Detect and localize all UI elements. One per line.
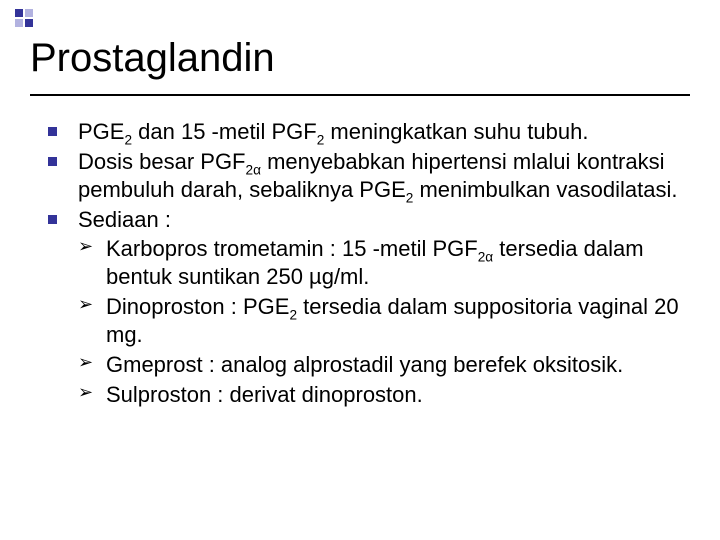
sub-bullet-text: Sulproston : derivat dinoproston.: [106, 382, 423, 407]
accent-squares: [15, 9, 33, 27]
accent-sq: [25, 19, 33, 27]
sub-bullet-item: Karbopros trometamin : 15 -metil PGF2α t…: [78, 235, 688, 291]
bullet-text: Sediaan :: [78, 207, 171, 232]
sub-bullet-text: Gmeprost : analog alprostadil yang beref…: [106, 352, 623, 377]
sub-bullet-item: Dinoproston : PGE2 tersedia dalam suppos…: [78, 293, 688, 349]
slide-title: Prostaglandin: [30, 36, 275, 81]
slide-body: PGE2 dan 15 -metil PGF2 meningkatkan suh…: [48, 118, 688, 412]
bullet-text: PGE2 dan 15 -metil PGF2 meningkatkan suh…: [78, 119, 588, 144]
bullet-item: Sediaan : Karbopros trometamin : 15 -meti…: [48, 206, 688, 409]
bullet-item: Dosis besar PGF2α menyebabkan hipertensi…: [48, 148, 688, 204]
accent-sq: [25, 9, 33, 17]
sub-bullet-item: Sulproston : derivat dinoproston.: [78, 381, 688, 409]
title-divider: [30, 94, 690, 96]
sub-bullet-text: Karbopros trometamin : 15 -metil PGF2α t…: [106, 236, 644, 289]
accent-sq: [15, 9, 23, 17]
bullet-text: Dosis besar PGF2α menyebabkan hipertensi…: [78, 149, 677, 202]
sub-bullet-item: Gmeprost : analog alprostadil yang beref…: [78, 351, 688, 379]
accent-sq: [15, 19, 23, 27]
sub-bullet-text: Dinoproston : PGE2 tersedia dalam suppos…: [106, 294, 679, 347]
bullet-item: PGE2 dan 15 -metil PGF2 meningkatkan suh…: [48, 118, 688, 146]
